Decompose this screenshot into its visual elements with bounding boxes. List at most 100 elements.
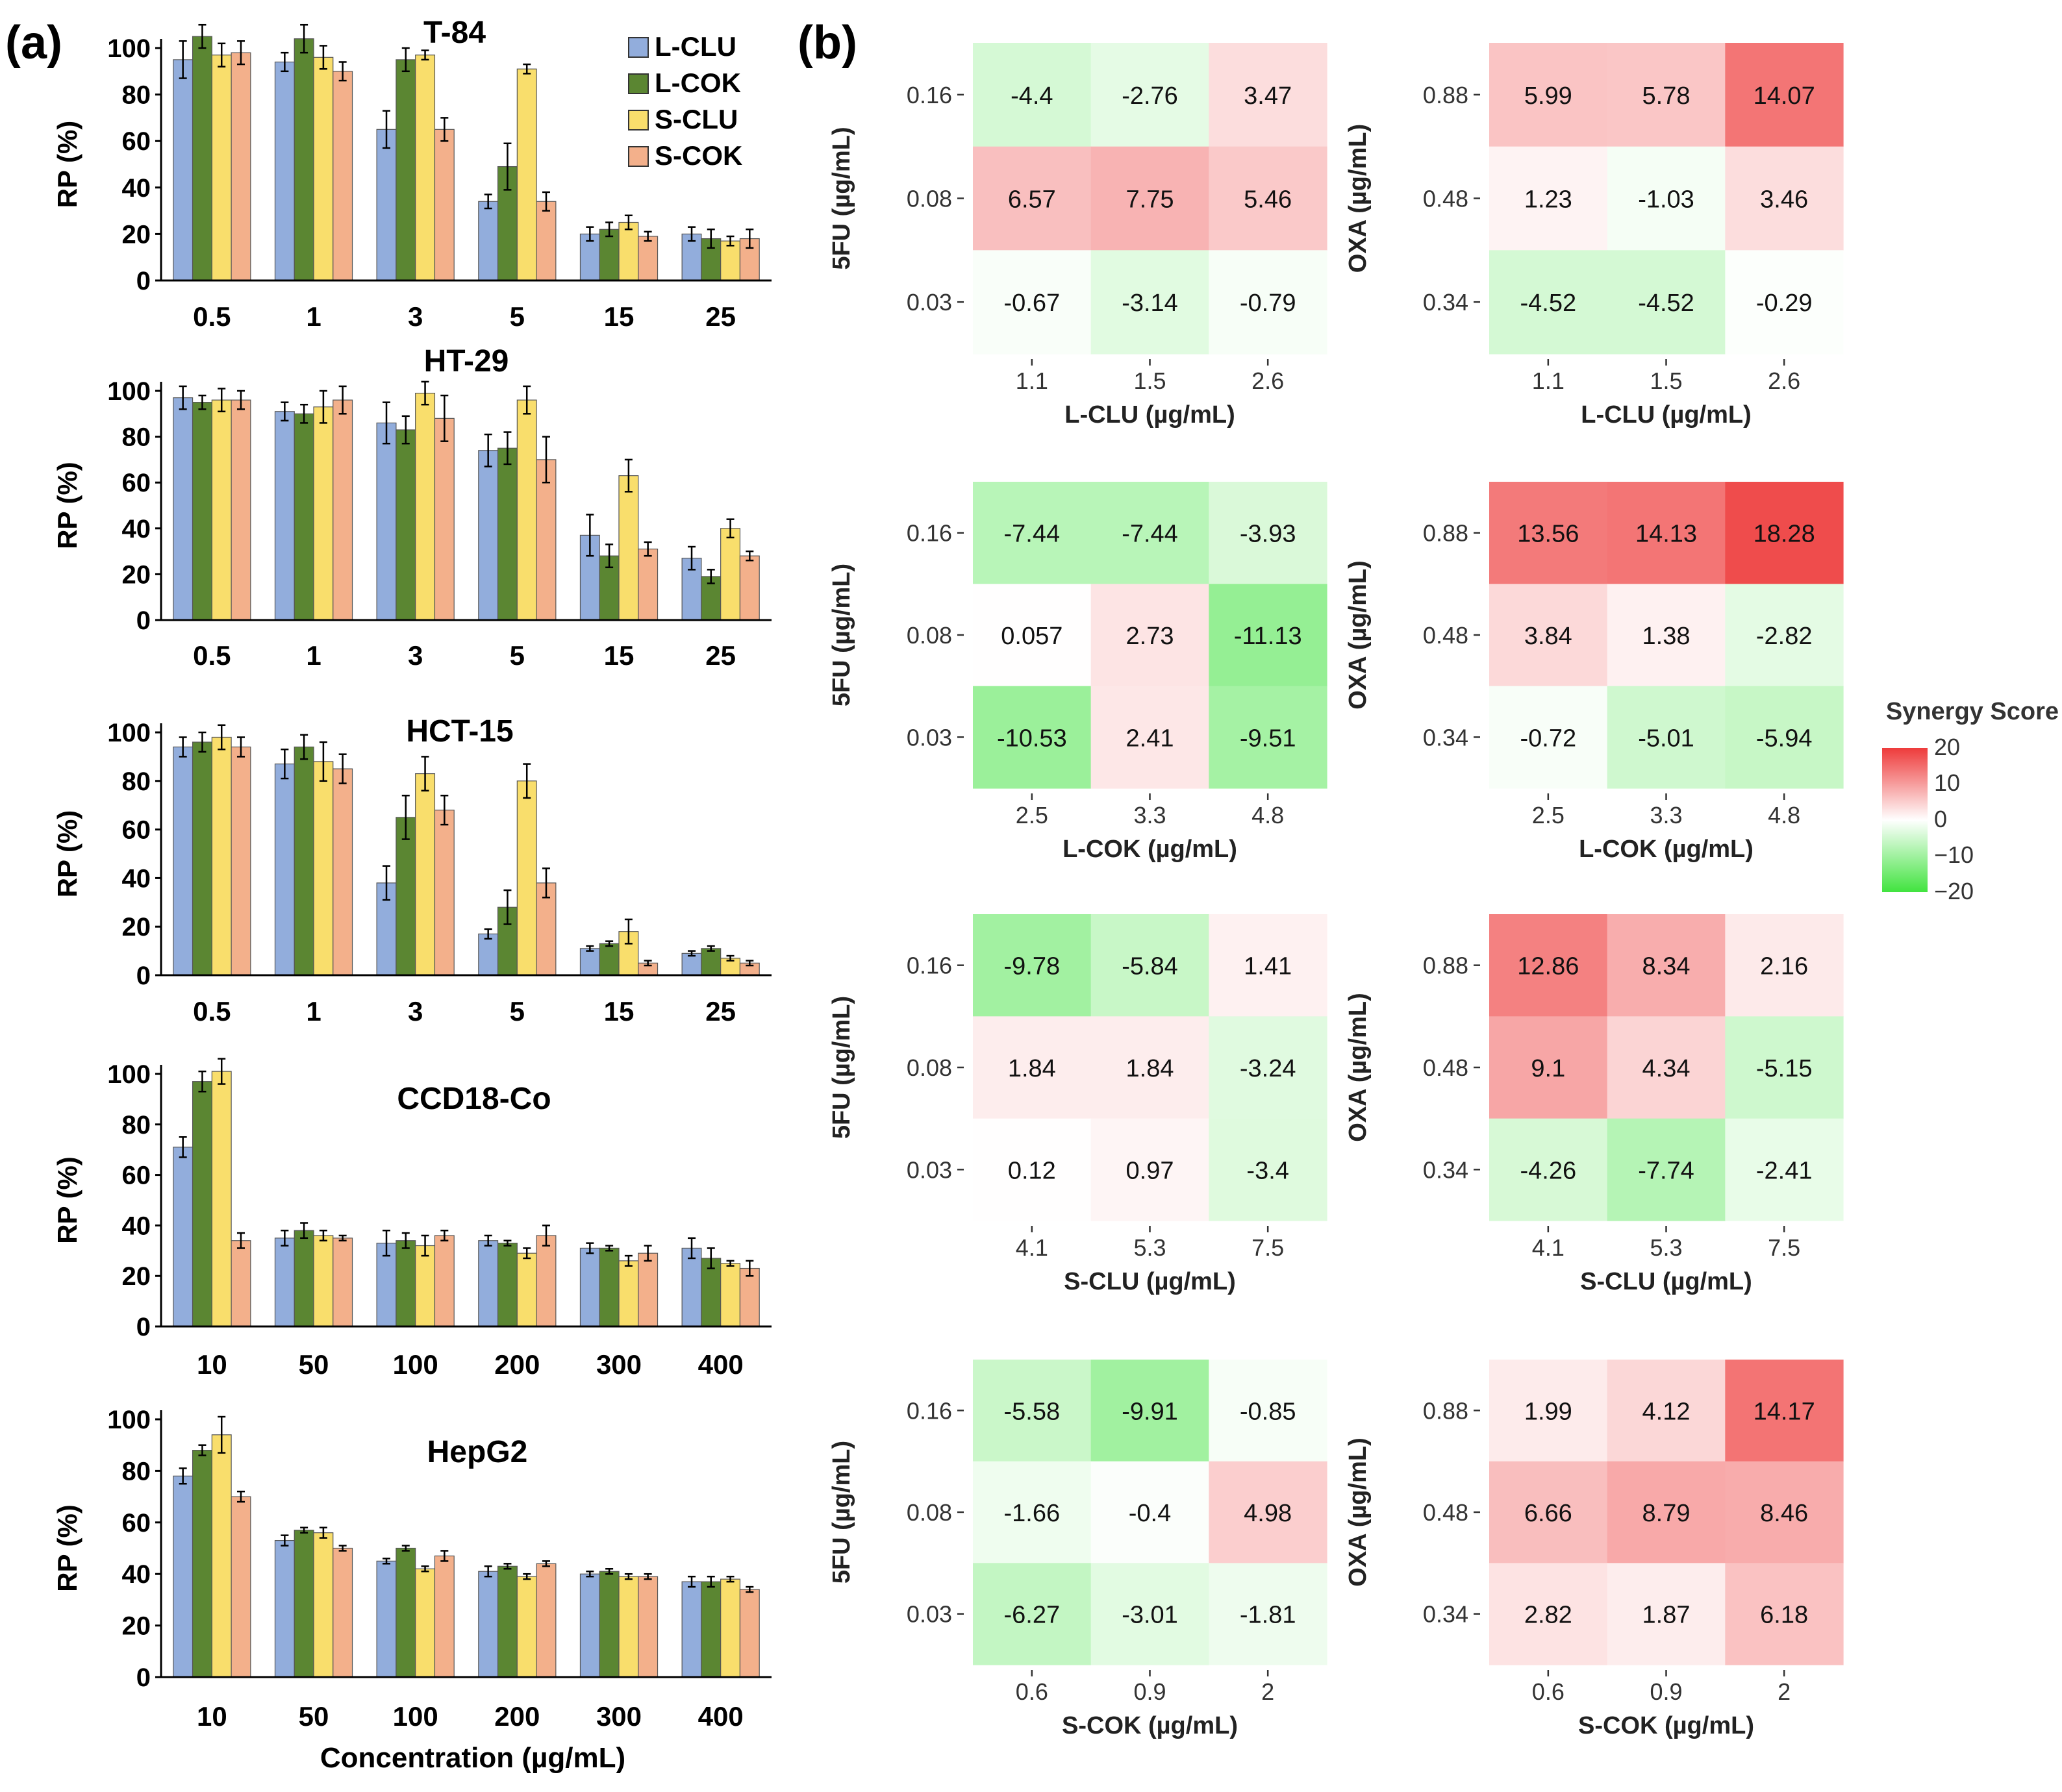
bar-s-cok — [434, 1235, 455, 1327]
bar-chart-t-84: 0 20 40 60 80 100 0.5 1 3 5 15 25 T-84 RP (%) — [52, 16, 772, 332]
bar-l-clu — [681, 952, 702, 976]
bar-chart-hct-15: 0 20 40 60 80 100 0.5 1 3 5 15 25 HCT-15 RP (%) — [52, 714, 772, 1027]
error-bar — [542, 867, 550, 899]
bar-chart-ht-29: 0 20 40 60 80 100 0.5 1 3 5 15 25 HT-29 RP (%) — [52, 344, 772, 671]
x-tick-label: 400 — [698, 1701, 744, 1732]
panel-a-label: (a) — [5, 17, 62, 69]
bar-s-cok — [333, 399, 353, 621]
heatmap-cell — [1209, 1016, 1327, 1119]
error-bar — [236, 1490, 245, 1503]
heatmap-cell-value: 0.12 — [1008, 1157, 1056, 1184]
error-bar — [319, 741, 327, 782]
colorbar: Synergy Score 20 10 0 −10 −20 — [1882, 698, 2059, 904]
heatmap-cell — [1607, 1461, 1726, 1563]
y-tick-label: 0.48 — [1423, 1499, 1468, 1526]
legend-swatch-s-cok — [628, 146, 649, 167]
heatmap-cell-value: 3.84 — [1524, 623, 1572, 650]
error-bar — [726, 954, 735, 962]
heatmap-cell — [1607, 250, 1726, 355]
y-tick-label: 80 — [122, 1111, 151, 1139]
error-bar — [218, 42, 226, 68]
error-bar — [440, 1550, 449, 1562]
bar-s-clu — [415, 55, 436, 281]
heatmap-cell — [1489, 686, 1608, 789]
y-tick-label: 40 — [122, 1560, 151, 1589]
bar-l-clu — [376, 422, 397, 621]
bar-s-clu — [516, 1252, 537, 1327]
x-tick-label: 50 — [299, 1349, 329, 1380]
heatmap-cell — [1090, 146, 1209, 251]
heatmap-cell-value: 0.057 — [1001, 623, 1062, 650]
x-tick-label: 300 — [596, 1701, 642, 1732]
x-tick-label: 3 — [408, 996, 423, 1027]
x-tick-label: 0.9 — [1133, 1678, 1166, 1705]
bar-l-clu — [681, 1247, 702, 1327]
heatmap-cell-value: 1.84 — [1008, 1055, 1056, 1082]
y-tick-label: 60 — [122, 1162, 151, 1190]
bar-l-cok — [701, 948, 722, 976]
error-bar — [401, 47, 410, 73]
heatmap-cell-value: -3.24 — [1240, 1055, 1296, 1082]
bar-s-clu — [516, 780, 537, 976]
x-tick-label: 200 — [494, 1349, 540, 1380]
heatmap-cell-value: -7.44 — [1004, 521, 1061, 548]
y-axis-label: 5FU (µg/mL) — [828, 1441, 855, 1584]
legend-label-l-cok: L-COK — [655, 68, 741, 98]
error-bar — [605, 543, 614, 569]
y-tick-label: 0.08 — [907, 186, 952, 212]
bar-s-clu — [618, 221, 639, 281]
x-tick-label: 4.8 — [1768, 802, 1800, 828]
bar-s-cok — [536, 459, 557, 621]
heatmap-cell — [1209, 146, 1327, 251]
x-tick-label: 5 — [510, 996, 525, 1027]
y-tick-label: 20 — [122, 913, 151, 941]
heatmap-cell-value: -5.15 — [1756, 1055, 1813, 1082]
x-tick-label: 1 — [306, 640, 321, 671]
error-bar — [281, 1229, 289, 1247]
error-bar — [383, 110, 391, 149]
bar-s-clu — [415, 1245, 436, 1327]
bar-l-cok — [294, 413, 314, 621]
y-tick-label: 0.16 — [907, 952, 952, 979]
y-tick-label: 40 — [122, 1212, 151, 1240]
bar-s-clu — [618, 475, 639, 621]
x-tick-label: 1.5 — [1650, 367, 1682, 394]
x-tick-label: 100 — [393, 1701, 438, 1732]
x-tick-label: 0.5 — [193, 301, 231, 332]
error-bar — [484, 193, 492, 210]
legend-label-s-clu: S-CLU — [655, 104, 738, 134]
bar-s-cok — [231, 52, 251, 281]
error-bar — [236, 736, 245, 758]
heatmap-cell-value: 8.79 — [1642, 1500, 1691, 1527]
x-axis-label: S-COK (µg/mL) — [1062, 1712, 1238, 1739]
error-bar — [586, 1242, 594, 1254]
heatmap-cell — [1209, 482, 1327, 584]
error-bar — [542, 191, 550, 212]
y-tick-label: 0.03 — [907, 1156, 952, 1183]
bar-l-clu — [173, 1147, 194, 1327]
error-bar — [236, 390, 245, 410]
heatmap-cell-value: -0.67 — [1004, 290, 1061, 317]
heatmap-cell-value: 4.12 — [1642, 1398, 1691, 1425]
error-bar — [644, 1573, 652, 1580]
error-bar — [319, 1526, 327, 1539]
error-bar — [746, 550, 754, 562]
error-bar — [707, 945, 715, 952]
heatmap-5fu-g-ml-s-clu-g-ml: -9.78 -5.84 1.41 1.84 1.84 -3.24 0.12 0.97 -3.4 0… — [828, 914, 1327, 1295]
error-bar — [218, 724, 226, 751]
error-bar — [338, 753, 347, 784]
bar-s-cok — [434, 129, 455, 281]
heatmap-cell — [1489, 914, 1608, 1017]
x-tick-label: 25 — [705, 640, 736, 671]
heatmap-cell-value: 14.13 — [1635, 521, 1697, 548]
error-bar — [688, 950, 696, 957]
y-tick-label: 0.08 — [907, 622, 952, 649]
bar-s-clu — [313, 1532, 334, 1678]
bar-l-clu — [579, 1573, 600, 1678]
heatmap-cell — [1607, 1016, 1726, 1119]
y-tick-label: 0.03 — [907, 1601, 952, 1628]
y-tick-label: 80 — [122, 1457, 151, 1486]
heatmap-cell — [973, 482, 1092, 584]
heatmap-oxa-g-ml-l-clu-g-ml: 5.99 5.78 14.07 1.23 -1.03 3.46 -4.52 -4.52 -0.2… — [1344, 43, 1844, 429]
error-bar — [523, 1573, 531, 1580]
